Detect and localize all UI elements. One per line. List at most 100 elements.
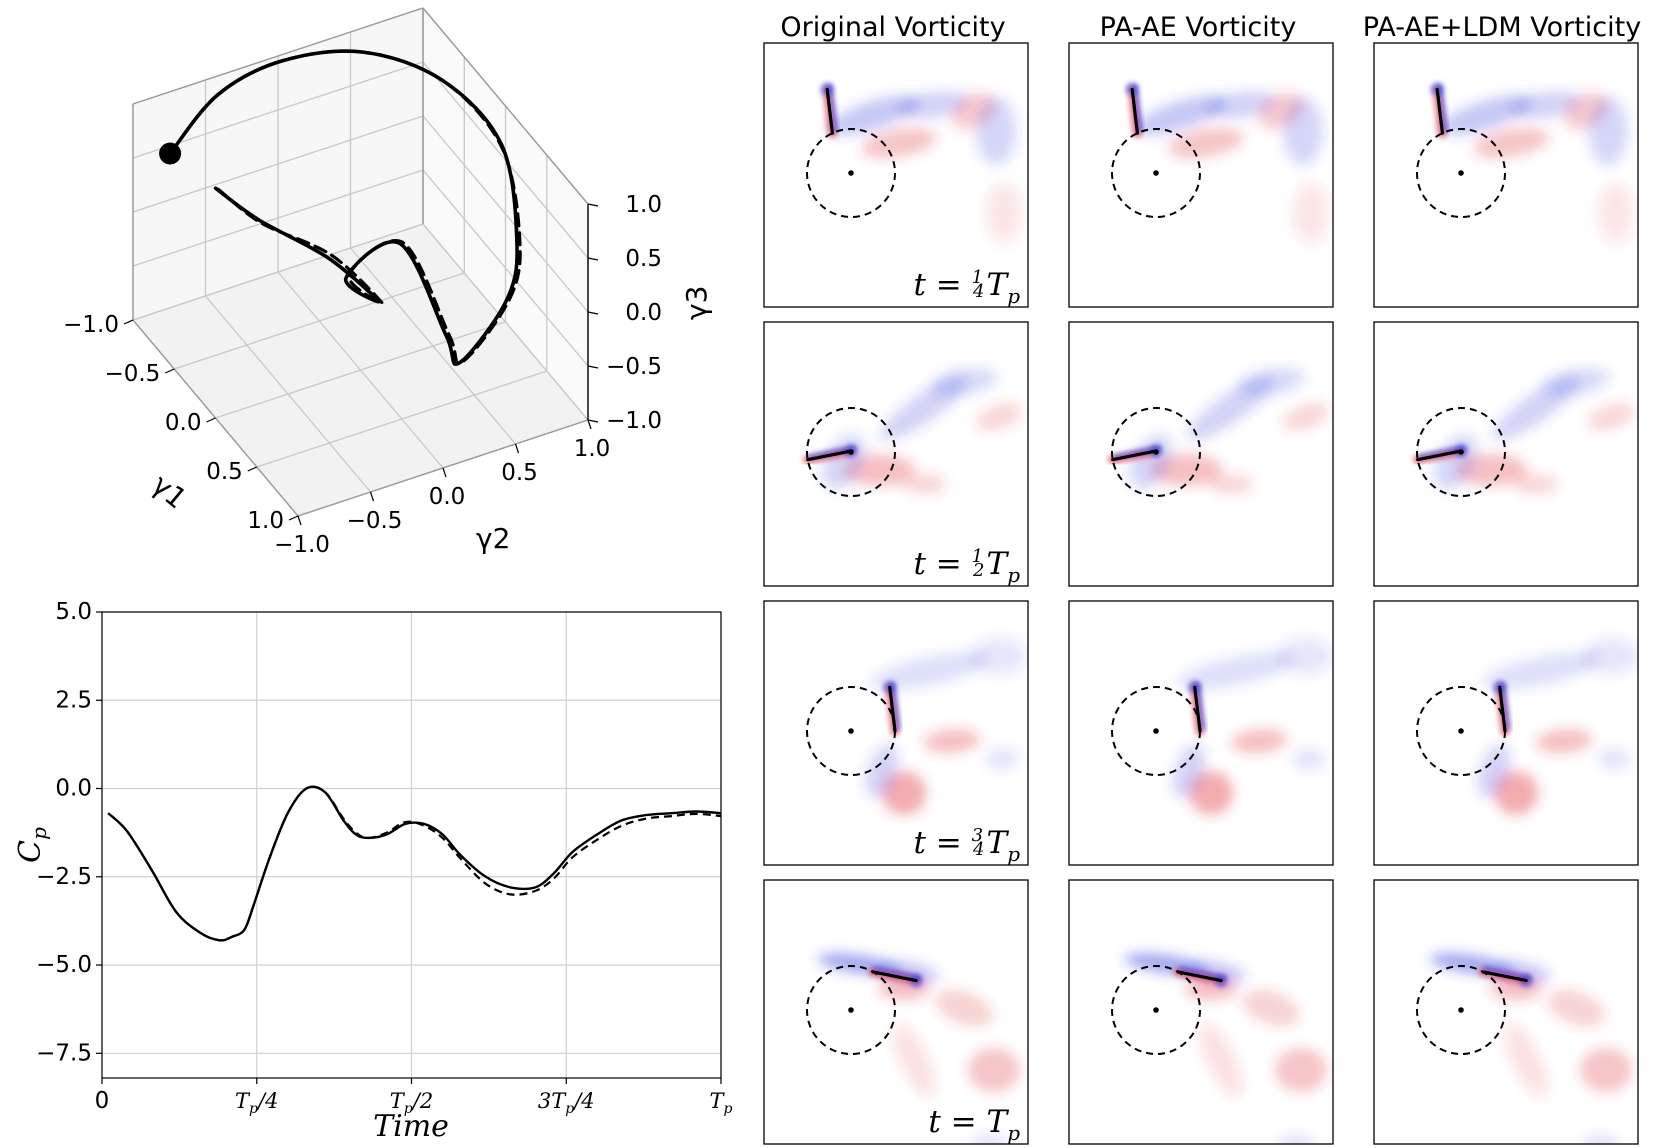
vorticity-panel-r2-c1: t = 1 2Tp — [763, 321, 1029, 587]
vorticity-panel-r3-c1: t = 3 4Tp — [763, 600, 1029, 866]
g3-tick-mark-1 — [587, 365, 599, 369]
vortex-blob-3 — [1547, 989, 1605, 1027]
flat-plate — [1481, 970, 1528, 983]
cp-y-tick-label-3: −2.5 — [36, 864, 92, 890]
flat-plate — [1193, 685, 1202, 733]
g1-tick-mark-2 — [206, 417, 216, 423]
vortex-blob-0 — [828, 95, 920, 135]
vortex-blob-4 — [968, 1048, 1020, 1092]
3d-tick-labels: −1.0−0.50.00.51.0−1.0−0.50.00.51.0−1.0−0… — [63, 192, 662, 558]
vortex-blob-0 — [1135, 95, 1227, 135]
g2-tick-label-4: 1.0 — [574, 436, 611, 462]
g3-tick-label-4: 1.0 — [625, 192, 662, 218]
vortex-blob-4 — [1588, 97, 1628, 165]
column-title-pa-ae: PA-AE Vorticity — [1100, 12, 1297, 43]
vortex-blob-1 — [1510, 91, 1582, 119]
vortex-blob-0 — [1482, 652, 1600, 690]
cp-y-tick-label-5: −7.5 — [36, 1040, 92, 1066]
vortex-blob-1 — [1205, 91, 1277, 119]
g1-tick-mark-4 — [288, 515, 299, 521]
rotation-center — [848, 1007, 854, 1013]
vortex-blob-1 — [898, 91, 970, 119]
panel-frame — [1373, 42, 1639, 308]
trajectory-reconstructed — [168, 49, 522, 365]
vortex-blob-2 — [1168, 127, 1244, 159]
flat-plate — [888, 685, 897, 733]
vortex-blob-4 — [976, 97, 1016, 165]
floor-grid-g2-3 — [350, 247, 516, 445]
vortex-blob-1 — [1542, 367, 1610, 397]
flat-plate — [1435, 87, 1445, 135]
panel-frame — [1373, 321, 1639, 587]
column-title-original: Original Vorticity — [780, 12, 1005, 43]
vortex-blob-2 — [1536, 728, 1592, 754]
vorticity-field — [1107, 367, 1329, 494]
vortex-blob-4 — [1580, 1048, 1632, 1092]
vortex-blob-6 — [892, 1023, 936, 1097]
g3-tick-mark-3 — [587, 257, 599, 261]
flat-plate — [871, 970, 918, 983]
axis-label-gamma3: γ3 — [680, 286, 713, 320]
rotation-circle — [1416, 407, 1506, 497]
panel-frame — [763, 42, 1029, 308]
vortex-blob-5 — [1278, 1135, 1314, 1144]
time-label: t = 1 2Tp — [913, 546, 1020, 587]
vortex-blob-5 — [1209, 474, 1253, 494]
floor-grid-g2-4 — [422, 223, 589, 421]
cp-x-tick-label-1: Tp/4 — [235, 1089, 278, 1117]
vortex-blob-4 — [1172, 744, 1206, 798]
vorticity-panel-r4-c3 — [1373, 879, 1639, 1145]
vortex-blob-5 — [1293, 749, 1325, 769]
vorticity-panel-r1-c2 — [1068, 42, 1334, 308]
g1-tick-label-4: 1.0 — [247, 508, 284, 534]
vortex-blob-2 — [1588, 403, 1634, 431]
vorticity-panel-r2-c3 — [1373, 321, 1639, 587]
g2-tick-mark-0 — [297, 515, 302, 526]
vortex-blob-3 — [1494, 771, 1538, 815]
cp-series-reconstructed — [107, 785, 722, 942]
panel-background — [1374, 322, 1638, 586]
rotation-center — [1153, 170, 1159, 176]
flat-plate — [1176, 970, 1223, 983]
vortex-blob-3 — [1242, 989, 1300, 1027]
cp-x-tick-label-4: Tp — [710, 1089, 733, 1117]
g1-tick-mark-3 — [247, 466, 257, 472]
vorticity-field — [1477, 638, 1638, 815]
vortex-blob-0 — [1177, 652, 1295, 690]
cp-y-tick-label-0: 5.0 — [55, 599, 92, 625]
rotation-center — [1458, 728, 1464, 734]
cp-x-tick-label-0: 0 — [95, 1088, 110, 1114]
g1-tick-label-0: −1.0 — [63, 312, 119, 338]
vorticity-panel-r3-c2 — [1068, 600, 1334, 866]
rotation-circle — [806, 128, 896, 218]
3d-trajectory-series — [159, 49, 522, 366]
panel-frame — [1373, 600, 1639, 866]
cp-series — [107, 785, 722, 942]
rotation-center — [1153, 1007, 1159, 1013]
g3-tick-label-1: −0.5 — [606, 354, 662, 380]
vortex-blob-4 — [1275, 1048, 1327, 1092]
vortex-blob-2 — [1473, 127, 1549, 159]
vortex-blob-4 — [1283, 97, 1323, 165]
g3-tick-label-2: 0.0 — [625, 300, 662, 326]
vortex-blob-1 — [1583, 638, 1638, 674]
rotation-center — [1458, 1007, 1464, 1013]
cp-x-axis-label: Time — [373, 1109, 449, 1144]
vortex-blob-3 — [882, 771, 926, 815]
panel-frame — [1068, 42, 1334, 308]
back-edge-top — [132, 7, 424, 105]
side-edge-top — [422, 7, 589, 205]
vortex-blob-5 — [971, 1135, 1007, 1144]
g1-tick-label-2: 0.0 — [165, 410, 202, 436]
rotation-center — [848, 728, 854, 734]
g1-tick-label-3: 0.5 — [206, 459, 243, 485]
panel-frame — [1068, 879, 1334, 1145]
vortex-blob-0 — [1440, 95, 1532, 135]
panel-frame — [1068, 600, 1334, 866]
vortex-blob-1 — [1237, 367, 1305, 397]
vortex-blob-4 — [1477, 744, 1511, 798]
cp-x-tick-label-3: 3Tp/4 — [538, 1089, 595, 1117]
rotation-circle — [1111, 128, 1201, 218]
vorticity-panel-r3-c3 — [1373, 600, 1639, 866]
g2-tick-mark-3 — [514, 443, 520, 454]
